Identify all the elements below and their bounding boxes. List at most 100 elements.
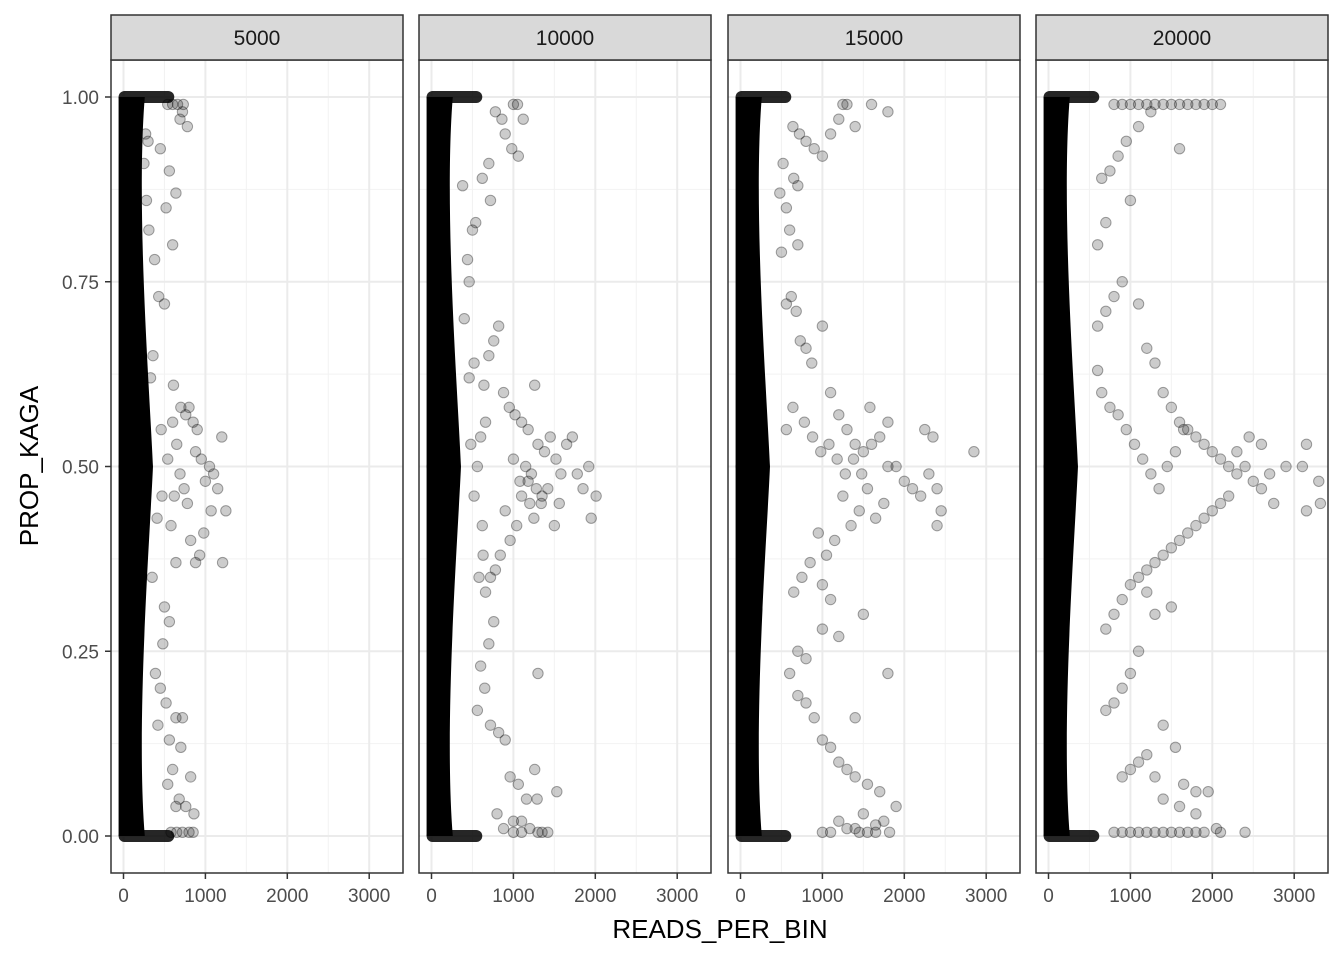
data-point xyxy=(1206,505,1219,517)
data-point xyxy=(583,460,595,473)
data-point xyxy=(931,519,943,532)
data-point xyxy=(824,741,837,754)
data-point xyxy=(577,482,589,495)
data-point xyxy=(468,357,480,369)
data-point xyxy=(816,623,829,635)
data-point xyxy=(788,172,800,184)
data-point xyxy=(171,438,183,451)
data-point xyxy=(890,800,902,813)
y-tick-label: 0.50 xyxy=(62,458,99,479)
data-point xyxy=(1104,401,1116,414)
data-point xyxy=(188,808,200,820)
data-point xyxy=(931,482,943,495)
y-tick-label: 0.25 xyxy=(62,642,99,663)
dense-point-streak xyxy=(1043,91,1100,103)
data-point xyxy=(158,601,171,613)
data-point xyxy=(837,98,849,111)
data-point xyxy=(157,638,169,650)
data-point xyxy=(1091,239,1104,251)
data-point xyxy=(149,667,162,680)
data-point xyxy=(515,826,528,839)
data-point xyxy=(869,512,882,524)
data-point xyxy=(1190,98,1202,111)
data-point xyxy=(1182,98,1194,111)
data-point xyxy=(483,157,495,170)
data-point xyxy=(1182,527,1194,539)
data-point xyxy=(519,460,532,473)
data-point xyxy=(520,793,533,805)
data-point xyxy=(140,194,153,207)
data-point xyxy=(178,482,190,495)
dense-point-streak xyxy=(118,460,139,473)
data-point xyxy=(1190,519,1202,532)
data-point xyxy=(1268,497,1280,510)
data-point xyxy=(823,438,835,451)
data-point xyxy=(1169,741,1182,754)
dense-point-streak xyxy=(735,460,756,473)
data-point xyxy=(530,482,543,495)
data-point xyxy=(1116,826,1128,839)
data-point xyxy=(1149,98,1161,111)
x-tick-label: 2000 xyxy=(1191,886,1233,907)
data-point xyxy=(1108,290,1120,303)
data-point xyxy=(211,482,224,495)
data-point xyxy=(1165,601,1178,613)
data-point xyxy=(878,815,890,827)
data-point xyxy=(538,446,551,458)
data-point xyxy=(1206,446,1219,458)
data-point xyxy=(898,475,910,487)
data-point xyxy=(162,778,174,790)
data-point xyxy=(496,113,508,125)
data-point xyxy=(1222,490,1235,502)
data-point xyxy=(180,800,192,813)
data-point xyxy=(511,98,524,111)
data-point xyxy=(1239,460,1251,473)
data-point xyxy=(792,645,804,657)
data-point xyxy=(1149,608,1161,620)
data-point xyxy=(492,726,505,739)
data-point xyxy=(163,615,176,628)
data-point xyxy=(154,682,167,694)
data-point xyxy=(168,490,180,502)
data-point xyxy=(824,128,837,140)
data-point xyxy=(162,453,174,465)
data-point xyxy=(883,826,896,839)
x-tick-label: 2000 xyxy=(574,886,616,907)
data-point xyxy=(479,586,492,598)
data-point xyxy=(470,216,482,229)
data-point xyxy=(170,556,182,569)
data-point xyxy=(551,785,563,798)
data-point xyxy=(171,826,183,839)
data-point xyxy=(857,608,870,620)
data-point xyxy=(143,224,155,236)
data-point xyxy=(1153,482,1165,495)
data-point xyxy=(1149,771,1161,783)
data-point xyxy=(1124,98,1137,111)
data-point xyxy=(1182,826,1194,839)
data-point xyxy=(841,763,853,776)
data-point xyxy=(780,298,793,310)
facet-strip xyxy=(1035,14,1329,61)
data-point xyxy=(927,431,939,443)
data-point xyxy=(1116,771,1128,783)
data-point xyxy=(170,187,182,199)
data-point xyxy=(890,460,902,473)
data-point xyxy=(484,194,497,207)
data-point xyxy=(1222,460,1235,473)
facet-panel-1: 5000 0 1000 2000 3000 xyxy=(110,14,404,907)
data-point xyxy=(1149,357,1161,369)
data-point xyxy=(1132,120,1145,133)
data-point xyxy=(783,667,796,680)
facet-strip-label: 15000 xyxy=(845,27,903,50)
data-point xyxy=(162,98,174,111)
data-point xyxy=(198,527,210,539)
data-point xyxy=(1198,438,1210,451)
data-point xyxy=(509,409,521,421)
data-point xyxy=(874,785,886,798)
data-point xyxy=(865,98,878,111)
data-point xyxy=(175,741,187,754)
data-point xyxy=(1255,482,1268,495)
data-point xyxy=(138,157,150,170)
data-point xyxy=(515,416,528,428)
facet-panel-4: 20000 0 1000 2000 3000 xyxy=(1035,14,1329,907)
